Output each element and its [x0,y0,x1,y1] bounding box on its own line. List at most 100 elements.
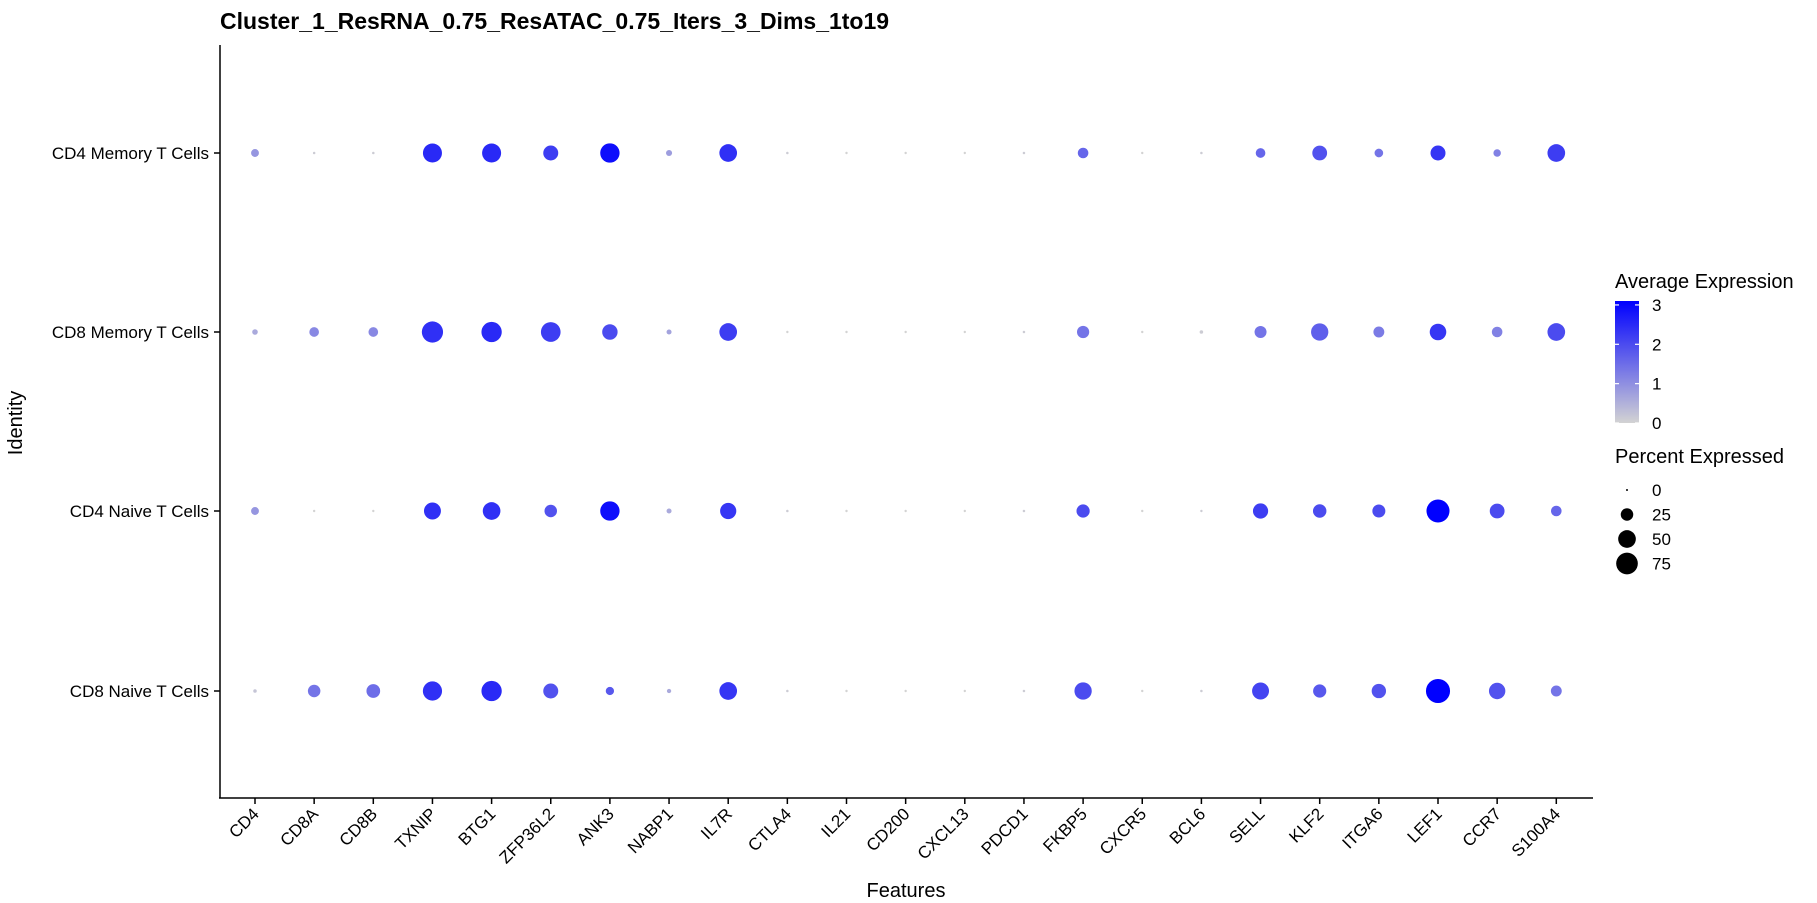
color-legend-title: Average Expression [1615,271,1794,293]
size-legend-label: 75 [1652,555,1671,574]
dot-point [543,683,559,699]
dot-point [481,680,502,702]
dot-point [1426,499,1450,523]
dot-point [665,149,673,157]
x-tick-label: CXCL13 [914,804,973,863]
dot-point [963,509,966,513]
dot-point [605,686,615,696]
dot-point [1430,145,1446,161]
dot-point [845,509,848,513]
x-tick-label: CD200 [863,804,914,855]
dot-point [904,151,907,155]
x-tick-label: KLF2 [1285,804,1327,846]
dot-point [1550,685,1562,697]
dot-point [307,684,321,698]
dot-point [252,329,258,335]
x-tick-label: ZFP36L2 [496,804,559,867]
size-legend-dot [1616,552,1638,575]
dot-point [786,151,789,155]
dot-point [1551,505,1562,517]
dot-point [368,327,379,337]
x-axis-title: Features [867,880,946,898]
dot-point [423,502,441,520]
dot-point [719,323,738,341]
size-legend-label: 25 [1652,506,1671,525]
dot-point [1312,145,1328,161]
color-legend-label: 0 [1652,414,1661,433]
dot-point [719,682,738,700]
x-tick-label: CCR7 [1459,804,1505,850]
dot-point [482,502,501,520]
x-tick-label: IL7R [697,804,736,843]
dot-point [1022,151,1026,155]
dot-point [963,151,966,155]
dot-point [1076,325,1090,339]
dot-point [786,509,789,513]
dot-point [963,330,966,334]
x-tick-label: CD4 [225,804,262,841]
dot-point [600,143,620,163]
color-legend-label: 3 [1652,296,1661,315]
dot-point [845,151,848,155]
dot-point [372,509,375,513]
size-legend-dot [1620,508,1634,521]
x-tick-label: ITGA6 [1339,804,1387,852]
y-tick-label: CD8 Naive T Cells [70,682,209,701]
dot-point [666,688,672,694]
dot-point [1199,330,1204,334]
dot-point [1429,323,1447,341]
dot-point [1371,683,1387,699]
dot-point [1077,147,1089,159]
y-axis-ticks: CD4 Memory T Cells CD8 Memory T Cells CD4 … [52,144,220,701]
dot-point [786,689,789,693]
dot-point [540,322,561,342]
x-tick-label: BTG1 [455,804,500,849]
chart-title: Cluster_1_ResRNA_0.75_ResATAC_0.75_Iters… [220,8,889,34]
dot-point [1141,151,1144,155]
size-legend: Percent Expressed 0 25 50 75 [1615,446,1784,575]
size-legend-dot [1618,530,1636,548]
x-tick-label: LEF1 [1404,804,1446,846]
dot-point [786,330,789,334]
dot-point [845,330,848,334]
y-tick-label: CD8 Memory T Cells [52,323,209,342]
y-tick-label: CD4 Naive T Cells [70,502,209,521]
size-legend-dot [1626,489,1628,491]
dot-point [845,689,848,693]
dot-point [1493,149,1501,157]
dot-point [421,321,444,343]
dot-point [666,508,672,514]
size-legend-label: 0 [1652,481,1661,500]
dot-point [309,327,319,337]
dot-point [482,143,502,163]
dot-point [481,321,502,343]
dot-point [1252,503,1269,519]
dot-point [1312,504,1327,518]
x-tick-label: SELL [1226,804,1269,847]
color-legend-bar [1615,301,1639,423]
dot-point [1141,509,1144,513]
dot-point [312,509,316,513]
dot-point [1313,684,1327,698]
dot-point [1254,326,1267,338]
dot-point [1547,144,1566,162]
dot-point [904,509,907,513]
dot-point [543,145,559,161]
dot-point [251,507,259,515]
x-tick-label: CTLA4 [744,804,795,855]
dot-point [251,149,259,157]
dot-point [1141,330,1144,334]
dot-point [600,501,620,521]
dot-point [1022,689,1026,693]
dot-point [312,151,316,155]
dot-point [1488,682,1506,700]
dot-point [1200,151,1203,155]
x-tick-label: TXNIP [391,804,440,853]
dot-point [1252,682,1270,700]
dot-point [1255,148,1266,158]
dot-point [719,144,738,162]
color-legend: Average Expression 0 1 2 3 [1615,271,1794,433]
dot-point [904,330,907,334]
